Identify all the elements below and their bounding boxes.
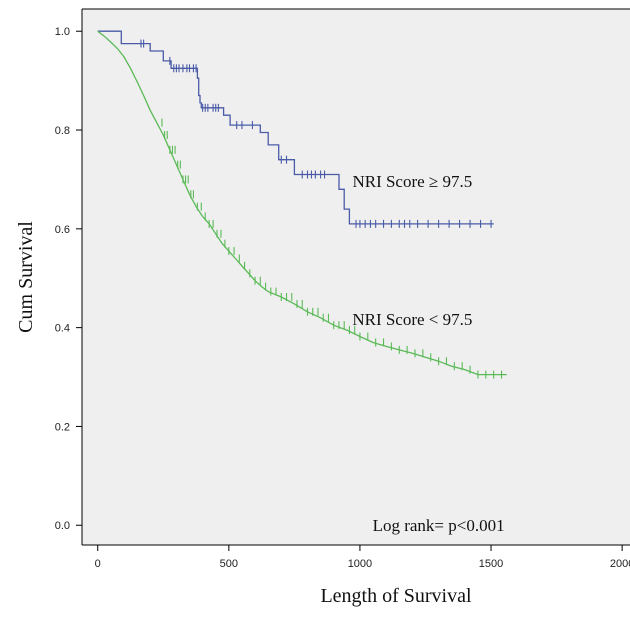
- y-tick-label: 1.0: [55, 26, 70, 38]
- survival-curve: [97, 30, 507, 376]
- series-0: [97, 30, 494, 228]
- y-tick-label: 0.0: [55, 520, 70, 532]
- labels-layer: NRI Score ≥ 97.5 NRI Score < 97.5 Log rank…: [352, 172, 504, 535]
- y-tick-label: 0.2: [55, 421, 70, 433]
- survival-curve: [97, 30, 494, 225]
- x-axis-title: Length of Survival: [320, 585, 472, 607]
- plot-area: [82, 9, 630, 545]
- axes: 0.0 0.2 0.4 0.6 0.8 1.0 0 500 1000 1500 2000 Length…: [15, 8, 630, 607]
- series-1: [97, 30, 507, 379]
- series-label: NRI Score ≥ 97.5: [352, 172, 472, 191]
- log-rank-annotation: Log rank= p<0.001: [373, 516, 505, 535]
- x-tick-label: 1500: [479, 558, 503, 570]
- y-tick-label: 0.8: [55, 125, 70, 137]
- x-tick-label: 0: [95, 558, 101, 570]
- series-layer: [97, 30, 507, 379]
- x-tick-label: 2000: [610, 558, 630, 570]
- y-tick-label: 0.4: [55, 323, 70, 335]
- series-label: NRI Score < 97.5: [352, 310, 472, 329]
- x-tick-label: 500: [220, 558, 238, 570]
- y-tick-label: 0.6: [55, 224, 70, 236]
- x-tick-label: 1000: [348, 558, 372, 570]
- y-axis-title: Cum Survival: [15, 221, 37, 333]
